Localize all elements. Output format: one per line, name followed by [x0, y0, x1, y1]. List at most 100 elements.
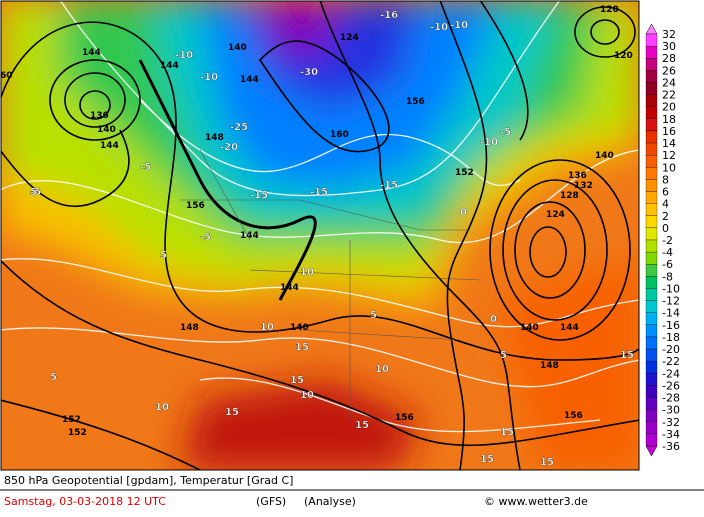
height-label: 152 [455, 168, 474, 178]
colorbar-band [645, 82, 658, 95]
colorbar-arrow [645, 445, 658, 457]
colorbar-label: 2 [662, 210, 669, 223]
colorbar-band [645, 167, 658, 180]
temperature-label: 15 [620, 350, 634, 361]
height-label: 148 [540, 361, 559, 371]
colorbar-label: -24 [662, 367, 680, 380]
height-label: 144 [82, 48, 101, 58]
temperature-label: 15 [355, 420, 369, 431]
colorbar-band [645, 106, 658, 119]
colorbar-band [645, 324, 658, 338]
temperature-label: -5 [500, 127, 511, 138]
temperature-label: 10 [155, 402, 169, 413]
colorbar-band [645, 373, 658, 386]
temperature-label: -10 [430, 22, 448, 33]
caption-model: (GFS) [256, 495, 286, 508]
colorbar-band [645, 251, 658, 265]
colorbar-band [645, 348, 658, 362]
temperature-label: 5 [500, 350, 507, 361]
temperature-label: -15 [380, 180, 398, 191]
colorbar-band [645, 215, 658, 229]
temperature-label: 15 [295, 342, 309, 353]
colorbar-label: 28 [662, 52, 676, 65]
temperature-label: 15 [225, 407, 239, 418]
height-label: 144 [160, 61, 179, 71]
colorbar-label: -28 [662, 392, 680, 405]
height-label: 156 [186, 201, 205, 211]
colorbar-label: -26 [662, 379, 680, 392]
height-label: 160 [330, 130, 349, 140]
colorbar-band [645, 361, 658, 374]
colorbar-band [645, 312, 658, 325]
temperature-label: -15 [250, 190, 268, 201]
height-label: 128 [560, 191, 579, 201]
colorbar-label: 4 [662, 198, 669, 211]
colorbar-label: -12 [662, 295, 680, 308]
height-label: 144 [100, 141, 119, 151]
temperature-label: -20 [220, 142, 238, 153]
colorbar-label: -20 [662, 343, 680, 356]
temperature-label: -5 [140, 162, 151, 173]
height-label: 156 [395, 413, 414, 423]
height-label: 120 [614, 51, 633, 61]
colorbar-band [645, 421, 658, 435]
colorbar-label: -14 [662, 307, 680, 320]
height-label: 144 [240, 75, 259, 85]
height-label: 124 [340, 33, 359, 43]
colorbar-label: 18 [662, 113, 676, 126]
colorbar-label: 26 [662, 64, 676, 77]
temperature-label: 15 [290, 375, 304, 386]
colorbar-label: -22 [662, 355, 680, 368]
colorbar-label: 12 [662, 149, 676, 162]
temperature-label: 15 [540, 457, 554, 468]
height-label: 140 [520, 323, 539, 333]
height-label: 152 [62, 415, 81, 425]
temperature-label: 15 [500, 427, 514, 438]
colorbar-band [645, 433, 658, 447]
colorbar-label: -34 [662, 428, 680, 441]
temperature-label: -10 [200, 72, 218, 83]
colorbar-label: -30 [662, 404, 680, 417]
colorbar-label: -6 [662, 258, 673, 271]
height-label: 120 [600, 5, 619, 15]
temperature-label: -15 [310, 187, 328, 198]
temperature-label: -10 [480, 137, 498, 148]
height-label: 140 [290, 323, 309, 333]
colorbar-band [645, 118, 658, 132]
height-label: 156 [406, 97, 425, 107]
temperature-label: 0 [490, 314, 497, 325]
height-label: 140 [97, 125, 116, 135]
colorbar-band [645, 385, 658, 398]
colorbar-label: -10 [662, 282, 680, 295]
colorbar-band [645, 142, 658, 156]
height-label: 144 [560, 323, 579, 333]
colorbar-band [645, 155, 658, 168]
colorbar-band [645, 227, 658, 241]
temperature-label: 5 [50, 372, 57, 383]
height-label: 148 [180, 323, 199, 333]
colorbar-label: 24 [662, 76, 676, 89]
colorbar-band [645, 239, 658, 253]
temperature-label: -16 [380, 10, 398, 21]
height-label: 60 [0, 71, 13, 81]
colorbar-band [645, 94, 658, 107]
temperature-label: 10 [375, 364, 389, 375]
map [1, 1, 639, 470]
caption-date: Samstag, 03-03-2018 12 UTC [4, 495, 166, 508]
colorbar-label: -2 [662, 234, 673, 247]
colorbar-label: 8 [662, 173, 669, 186]
caption-title: 850 hPa Geopotential [gpdam], Temperatur… [4, 474, 293, 487]
temperature-label: 0 [460, 207, 467, 218]
colorbar-label: -18 [662, 331, 680, 344]
temperature-label: 10 [260, 322, 274, 333]
colorbar-label: -8 [662, 270, 673, 283]
colorbar-label: -16 [662, 319, 680, 332]
map-frame [0, 0, 640, 471]
colorbar-band [645, 264, 658, 277]
colorbar-label: 6 [662, 186, 669, 199]
height-label: 124 [546, 210, 565, 220]
height-label: 140 [595, 151, 614, 161]
temperature-label: 5 [30, 187, 37, 198]
colorbar-band [645, 130, 658, 144]
